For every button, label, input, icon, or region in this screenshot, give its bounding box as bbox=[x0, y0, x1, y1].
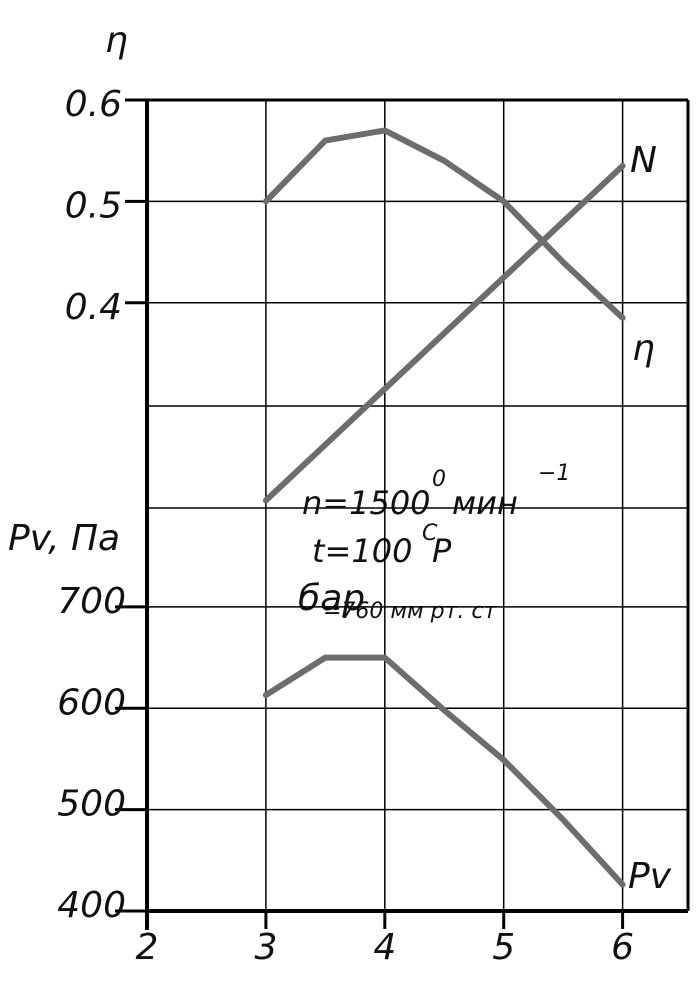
y-tick-label: 0.5 bbox=[65, 185, 122, 226]
annotation: −1 bbox=[538, 461, 570, 486]
annotation: P bbox=[432, 532, 452, 570]
annotation: n=1500 bbox=[302, 484, 431, 522]
y2-tick-label: 700 bbox=[57, 581, 126, 622]
x-tick-label: 3 bbox=[254, 927, 277, 968]
series-label: N bbox=[630, 140, 657, 181]
eta-axis-label: η bbox=[105, 20, 128, 61]
x-tick-label: 2 bbox=[136, 927, 159, 968]
y-tick-label: 0.6 bbox=[65, 84, 122, 125]
x-tick-label: 4 bbox=[373, 927, 396, 968]
annotation: C bbox=[422, 521, 438, 546]
series-label: Pv bbox=[628, 856, 672, 897]
series-line bbox=[262, 654, 626, 888]
x-tick-label: 5 bbox=[492, 927, 515, 968]
y2-tick-label: 600 bbox=[57, 682, 126, 723]
annotation: t=100 bbox=[312, 532, 412, 570]
y2-tick-label: 500 bbox=[57, 784, 126, 825]
y2-tick-label: 400 bbox=[57, 885, 126, 926]
y-tick-label: 0.4 bbox=[65, 287, 122, 328]
annotation: бар bbox=[298, 578, 365, 619]
series-label: η bbox=[632, 328, 655, 369]
series-line bbox=[262, 162, 626, 504]
annotation: мин bbox=[452, 484, 518, 522]
pv-axis-label: Pv, Па bbox=[8, 518, 120, 559]
annotation: =760 мм рт. ст bbox=[323, 599, 497, 624]
x-tick-label: 6 bbox=[611, 927, 634, 968]
series-line bbox=[262, 127, 626, 321]
annotation: 0 bbox=[432, 467, 446, 492]
